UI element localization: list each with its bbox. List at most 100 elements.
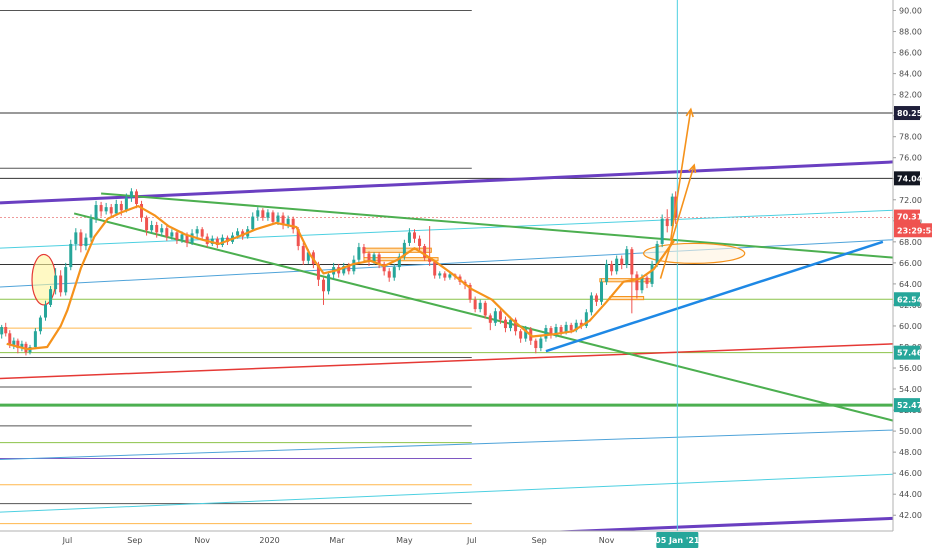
- candle-body-129: [645, 277, 649, 284]
- price-badge-label-6: 52.47: [897, 401, 922, 410]
- candle-body-77: [382, 263, 386, 272]
- candle-body-81: [402, 242, 406, 257]
- candle-body-108: [539, 338, 543, 349]
- candle-body-102: [509, 319, 513, 329]
- candle-body-19: [89, 218, 93, 238]
- candle-body-125: [625, 249, 629, 265]
- candle-body-109: [544, 328, 548, 339]
- time-tick-label-2: Nov: [194, 536, 210, 545]
- candle-body-38: [185, 234, 189, 243]
- candle-body-12: [54, 275, 58, 290]
- price-badge-0: [894, 106, 920, 121]
- price-tick-label-3: 84.00: [899, 70, 922, 79]
- candle-body-94: [468, 284, 472, 300]
- candle-body-15: [69, 243, 73, 268]
- candle-body-100: [498, 311, 502, 320]
- candle-body-33: [160, 228, 164, 233]
- horizontal-levels: [0, 10, 893, 525]
- candle-body-78: [387, 271, 391, 278]
- candle-body-89: [443, 273, 447, 278]
- candle-body-28: [134, 191, 138, 204]
- candle-body-36: [175, 232, 179, 240]
- price-badge-5: [894, 345, 920, 360]
- candle-body-71: [352, 259, 356, 272]
- price-badge-2: [894, 209, 920, 224]
- trend-line-blue-uptrend: [545, 240, 884, 353]
- candle-body-14: [64, 267, 68, 293]
- candle-body-5: [20, 343, 24, 349]
- price-tick-label-12: 66.00: [899, 259, 922, 268]
- trend-line-green-desc-upper: [101, 192, 894, 259]
- candle-body-69: [342, 266, 346, 274]
- candle-body-34: [165, 228, 169, 237]
- candle-body-37: [180, 234, 184, 240]
- trend-line-green-desc-lower: [73, 212, 894, 422]
- time-tick-label-8: Nov: [599, 536, 615, 545]
- candle-body-58: [286, 218, 290, 226]
- candle-body-39: [190, 233, 194, 243]
- candle-body-130: [650, 263, 654, 284]
- candle-body-65: [322, 279, 326, 292]
- time-axis[interactable]: Jul Sep Nov 2020 Mar May Jul Sep Nov 05 Jan '21: [0, 530, 932, 550]
- price-badge-6: [894, 398, 920, 413]
- candle-body-59: [291, 218, 295, 230]
- candle-body-74: [367, 253, 371, 262]
- trend-line-upper-channel: [0, 160, 894, 205]
- moving-average-line: [6, 205, 675, 351]
- candle-body-32: [155, 225, 159, 233]
- time-tick-label-6: Jul: [466, 536, 477, 545]
- time-cursor-label: 05 Jan '21: [655, 536, 700, 545]
- candle-body-62: [306, 252, 310, 261]
- price-tick-label-6: 78.00: [899, 133, 922, 142]
- candle-body-25: [119, 203, 123, 211]
- price-badge-label-4: 62.54: [897, 295, 923, 304]
- time-tick-label-4: Mar: [329, 536, 345, 545]
- trend-line-red-support: [0, 343, 894, 380]
- price-tick-label-1: 88.00: [899, 28, 922, 37]
- candle-body-55: [271, 212, 275, 222]
- candle-body-82: [407, 232, 411, 243]
- candle-body-60: [296, 229, 300, 247]
- candle-body-88: [438, 273, 442, 276]
- price-tick-label-18: 54.00: [899, 385, 922, 394]
- trend-line-cyan-low2: [0, 473, 894, 513]
- candle-body-134: [670, 196, 674, 227]
- candle-body-3: [12, 340, 16, 345]
- price-badge-4: [894, 292, 920, 307]
- candle-body-126: [630, 249, 634, 275]
- forecast-arrow-head-1: [685, 107, 694, 118]
- candle-body-123: [615, 258, 619, 272]
- candle-body-97: [483, 302, 487, 316]
- price-axis[interactable]: 90.0088.0086.0084.0082.0080.0078.0076.00…: [892, 0, 932, 550]
- candle-body-17: [79, 232, 83, 247]
- price-badge-1: [894, 171, 920, 186]
- candle-body-95: [473, 299, 477, 310]
- price-tick-label-2: 86.00: [899, 49, 922, 58]
- candle-body-56: [276, 215, 280, 222]
- price-badges: 80.25 74.04 70.31 23:29:58 62.54 57.46 52.47: [894, 106, 932, 413]
- candle-body-40: [195, 229, 199, 234]
- candle-body-96: [478, 302, 482, 310]
- candle-body-83: [412, 232, 416, 239]
- candle-body-52: [256, 210, 260, 217]
- price-tick-label-23: 44.00: [899, 490, 922, 499]
- price-tick-label-4: 82.00: [899, 91, 922, 100]
- candle-body-8: [33, 331, 37, 347]
- candle-body-133: [665, 218, 669, 227]
- candle-body-115: [574, 322, 578, 331]
- time-tick-label-1: Sep: [127, 536, 142, 545]
- candle-body-127: [635, 274, 639, 291]
- price-tick-label-21: 48.00: [899, 448, 922, 457]
- candle-body-57: [281, 215, 285, 226]
- price-badge-label-0: 80.25: [897, 109, 923, 118]
- candle-body-44: [215, 238, 219, 245]
- price-badge-label-2: 70.31: [897, 213, 923, 222]
- trend-line-cyan-mid: [0, 239, 894, 288]
- time-tick-label-7: Sep: [532, 536, 547, 545]
- trend-line-cyan-upper: [0, 209, 894, 249]
- price-tick-label-24: 42.00: [899, 511, 922, 520]
- candle-body-122: [610, 263, 614, 272]
- candle-body-64: [316, 263, 320, 280]
- price-tick-label-11: 68.00: [899, 238, 922, 247]
